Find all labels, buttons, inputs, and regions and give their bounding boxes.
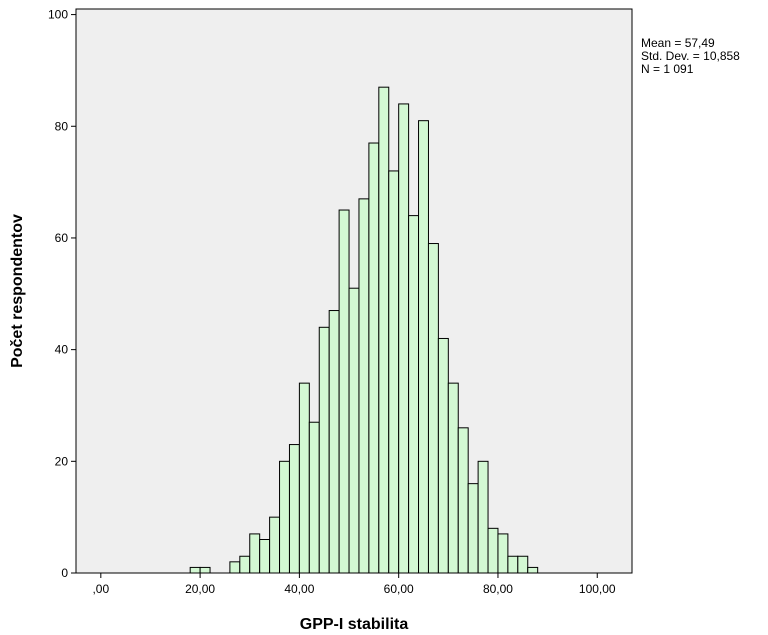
y-tick-label: 60 [55, 231, 69, 245]
x-tick-label: 60,00 [384, 582, 414, 596]
x-axis-title: GPP-I stabilita [300, 616, 409, 633]
histogram-bar [269, 516, 281, 574]
x-tick-label: 100,00 [579, 582, 616, 596]
x-tick-label: 20,00 [185, 582, 215, 596]
y-tick-label: 0 [61, 566, 68, 580]
histogram-bar [199, 566, 211, 574]
histogram-bar [338, 209, 350, 574]
histogram-bar [457, 427, 469, 574]
histogram-bar [427, 243, 439, 574]
histogram-bar [477, 460, 489, 574]
y-axis-title: Počet respondentov [9, 214, 26, 368]
histogram-bar [408, 215, 420, 574]
y-tick-label: 40 [55, 343, 69, 357]
histogram-bar [487, 527, 499, 574]
histogram-bar [348, 287, 360, 574]
histogram-bar [418, 120, 429, 574]
histogram-bar [388, 170, 400, 574]
stats-box: Mean = 57,49 Std. Dev. = 10,858 N = 1 09… [641, 37, 740, 76]
histogram-bar [497, 533, 509, 574]
histogram-bar [298, 382, 310, 574]
histogram-bar [527, 566, 539, 574]
y-tick-label: 20 [55, 454, 69, 468]
stats-std-dev: Std. Dev. = 10,858 [641, 49, 740, 63]
histogram-bar [328, 310, 340, 574]
histogram-bar [467, 483, 479, 574]
stats-n: N = 1 091 [641, 62, 694, 76]
histogram-bar [249, 533, 261, 574]
histogram-bar [378, 86, 390, 574]
bars-group [189, 86, 539, 574]
histogram-bar [239, 555, 251, 574]
histogram-bar [189, 566, 201, 574]
y-tick-label: 100 [48, 8, 68, 22]
histogram-bar [368, 142, 380, 574]
stats-mean: Mean = 57,49 [641, 36, 715, 50]
histogram-bar [398, 103, 410, 574]
histogram-bar [308, 421, 320, 574]
histogram-bar [517, 555, 529, 574]
histogram-bar [279, 460, 290, 574]
x-tick-label: 40,00 [284, 582, 314, 596]
x-tick-label: 80,00 [483, 582, 513, 596]
histogram-bar [437, 337, 449, 574]
histogram-bar [447, 382, 459, 574]
x-tick-label: ,00 [92, 582, 109, 596]
histogram-bar [229, 561, 241, 574]
histogram-bar [358, 198, 370, 574]
histogram-bar [259, 539, 271, 574]
histogram-bar [507, 555, 519, 574]
histogram-bar [318, 326, 330, 574]
y-tick-label: 80 [55, 119, 69, 133]
histogram-bar [288, 444, 300, 574]
